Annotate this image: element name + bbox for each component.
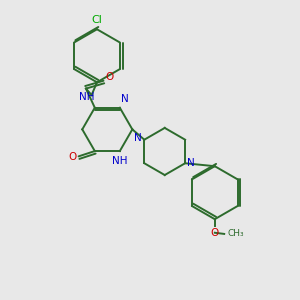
Text: N: N xyxy=(188,158,195,168)
Text: O: O xyxy=(211,228,219,238)
Text: Cl: Cl xyxy=(92,15,102,25)
Text: N: N xyxy=(134,133,141,143)
Text: N: N xyxy=(121,94,129,104)
Text: NH: NH xyxy=(112,156,128,167)
Text: O: O xyxy=(106,72,114,82)
Text: CH₃: CH₃ xyxy=(227,230,244,238)
Text: O: O xyxy=(68,152,76,162)
Text: NH: NH xyxy=(79,92,94,102)
